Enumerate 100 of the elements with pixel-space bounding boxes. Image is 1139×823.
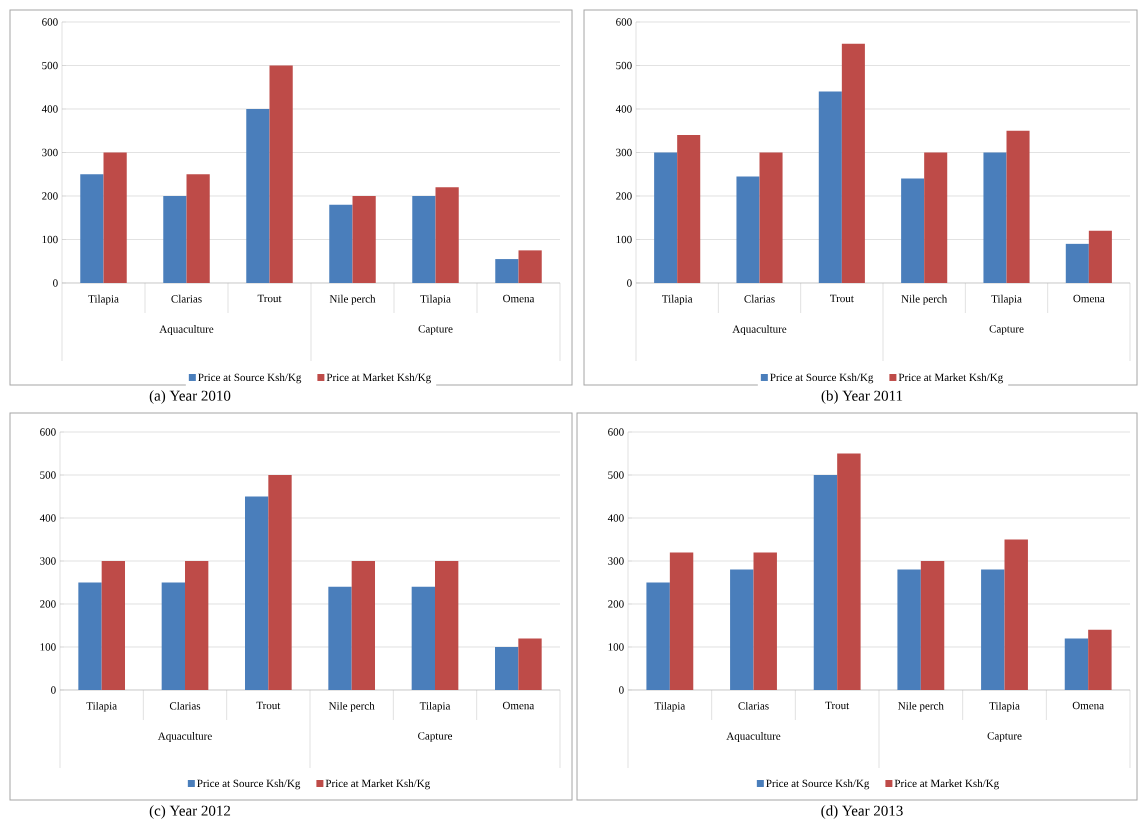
bar [269, 65, 293, 283]
legend-label: Price at Source Ksh/Kg [770, 373, 874, 384]
y-tick-label: 200 [42, 192, 58, 200]
y-tick-label: 500 [616, 61, 632, 70]
x-tick-label: Clarias [171, 294, 202, 303]
text: Capture [418, 325, 453, 335]
y-tick-label: 300 [42, 148, 58, 157]
text: Aquaculture [732, 325, 787, 335]
x-tick-label: Omena [502, 701, 535, 710]
bar [1006, 130, 1030, 283]
bar [759, 152, 783, 283]
x-tick-label: Tilapia [88, 294, 119, 305]
bar [412, 196, 436, 283]
y-tick-label: 100 [616, 235, 632, 244]
y-tick-label: 100 [42, 235, 58, 244]
bar [669, 552, 694, 690]
y-tick-label: 600 [616, 18, 632, 26]
bar [103, 152, 127, 283]
y-tick-label: 0 [627, 279, 632, 287]
text: Aquaculture [157, 732, 212, 742]
bar [818, 91, 842, 283]
bar [1088, 230, 1112, 283]
x-tick-label: Tilapia [419, 701, 451, 712]
text: (b) Year 2011 [821, 390, 903, 404]
bar [1088, 629, 1112, 690]
bar [983, 152, 1007, 283]
text: Capture [418, 732, 453, 742]
x-tick-label: Nile perch [898, 701, 944, 712]
bar [677, 135, 701, 283]
text: (d) Year 2013 [821, 805, 903, 819]
bar [78, 582, 102, 690]
x-tick-label: Omena [1073, 294, 1105, 303]
bar [753, 552, 777, 690]
bar [654, 152, 678, 283]
bar [736, 176, 760, 283]
y-tick-label: 300 [608, 557, 624, 565]
bar [161, 582, 186, 690]
bar [185, 561, 209, 690]
legend-label: Price at Market Ksh/Kg [325, 779, 430, 790]
bar [495, 647, 519, 690]
bar [495, 259, 519, 283]
x-tick-label: Tilapia [989, 701, 1020, 712]
y-tick-label: 200 [40, 600, 56, 608]
x-tick-label: Clarias [738, 701, 769, 710]
x-tick-label: Tilapia [991, 294, 1022, 305]
text: (c) Year 2012 [149, 805, 231, 819]
legend-label: Price at Market Ksh/Kg [326, 373, 431, 384]
bar [518, 250, 542, 283]
bar [435, 187, 459, 283]
bar [920, 561, 945, 690]
bar [837, 453, 861, 690]
x-tick-label: Tilapia [654, 701, 686, 712]
bar [901, 178, 925, 283]
bar [730, 569, 754, 690]
text: (a) Year 2010 [149, 390, 231, 404]
legend-label: Price at Market Ksh/Kg [898, 373, 1003, 384]
x-tick-label: Tilapia [662, 294, 693, 305]
text: Aquaculture [726, 732, 781, 742]
bar [246, 109, 270, 283]
bar [80, 174, 104, 283]
x-tick-label: Trout [830, 294, 854, 303]
bar [268, 475, 292, 690]
bar [981, 569, 1005, 690]
bar [329, 204, 353, 283]
bar [897, 569, 921, 690]
x-tick-label: Nile perch [901, 294, 948, 305]
bar [1065, 243, 1089, 283]
x-tick-label: Omena [1072, 701, 1104, 710]
bar [518, 638, 542, 690]
x-tick-label: Nile perch [329, 294, 376, 305]
x-tick-label: Tilapia [86, 701, 117, 712]
bar [435, 561, 459, 690]
y-tick-label: 200 [608, 600, 624, 608]
text: Aquaculture [159, 325, 214, 335]
bar [1004, 539, 1028, 690]
y-tick-label: 400 [615, 105, 632, 113]
y-tick-label: 100 [608, 643, 624, 651]
bar [924, 152, 948, 283]
x-tick-label: Clarias [744, 294, 775, 303]
bar [101, 561, 126, 690]
legend-label: Price at Market Ksh/Kg [894, 779, 999, 790]
text: Capture [987, 732, 1022, 742]
y-tick-label: 200 [616, 192, 632, 200]
y-tick-label: 0 [53, 279, 58, 287]
bar [1064, 638, 1089, 690]
y-tick-label: 300 [40, 557, 56, 565]
y-tick-label: 400 [41, 105, 58, 113]
bar [186, 174, 210, 283]
x-tick-label: Tilapia [420, 294, 451, 305]
y-tick-label: 500 [608, 471, 624, 479]
bar [352, 196, 376, 283]
y-tick-label: 600 [40, 428, 56, 436]
legend-label: Price at Source Ksh/Kg [197, 779, 301, 790]
x-tick-label: Omena [503, 294, 535, 303]
x-tick-label: Nile perch [328, 701, 375, 712]
bar [328, 586, 352, 690]
y-tick-label: 100 [40, 643, 56, 651]
bar [351, 561, 376, 690]
legend-label: Price at Source Ksh/Kg [198, 373, 302, 384]
text: Capture [989, 325, 1024, 335]
